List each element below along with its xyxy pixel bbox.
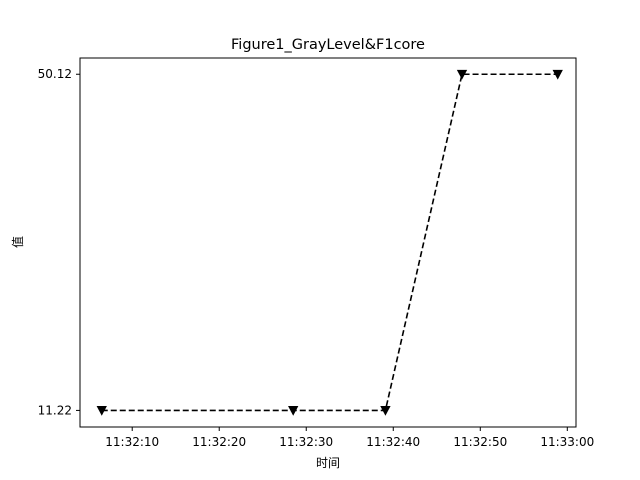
x-tick-label: 11:33:00 [540, 435, 594, 449]
y-tick-label: 11.22 [38, 403, 72, 417]
y-tick-label: 50.12 [38, 67, 72, 81]
x-tick-label: 11:32:30 [279, 435, 333, 449]
x-tick-label: 11:32:40 [366, 435, 420, 449]
data-point-marker [288, 406, 299, 416]
x-tick-label: 11:32:20 [192, 435, 246, 449]
data-point-marker [380, 406, 391, 416]
x-tick-label: 11:32:50 [453, 435, 507, 449]
y-axis-label: 值 [10, 236, 25, 248]
chart-title: Figure1_GrayLevel&F1core [231, 37, 425, 53]
series-line [101, 73, 558, 412]
data-point-marker [456, 69, 468, 80]
series-layer [96, 69, 563, 416]
x-tick-label: 11:32:10 [105, 435, 159, 449]
data-point-marker [96, 406, 107, 416]
plot-area-frame [79, 57, 577, 428]
x-axis-ticks: 11:32:10 11:32:20 11:32:30 11:32:40 11:32:50… [105, 427, 594, 449]
data-point-marker [552, 69, 563, 80]
x-axis-label: 时间 [316, 456, 340, 470]
y-axis-ticks: 11.22 50.12 [38, 67, 80, 417]
